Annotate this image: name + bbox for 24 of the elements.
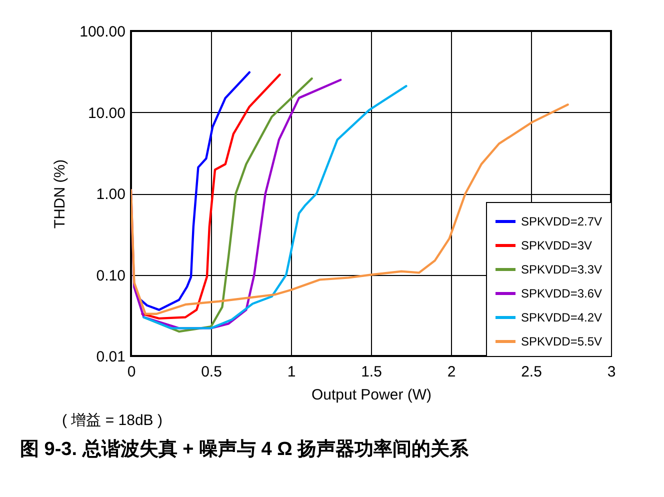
legend-label: SPKVDD=2.7V [521, 214, 602, 228]
y-tick-label: 0.01 [96, 348, 126, 366]
line-series [142, 84, 408, 330]
y-tick-label: 10.00 [88, 104, 126, 122]
y-tick-label: 1.00 [96, 186, 126, 203]
x-axis-title: Output Power (W) [311, 386, 432, 404]
text: ( 增益 = 18dB ) [62, 411, 164, 430]
x-tick-label: 2 [447, 364, 456, 380]
legend-label: SPKVDD=3.3V [521, 262, 602, 276]
legend-label: SPKVDD=4.2V [521, 310, 602, 324]
legend-label: SPKVDD=5.5V [521, 334, 602, 348]
x-tick-label: 2.5 [521, 364, 542, 380]
x-tick-label: 1.5 [361, 364, 382, 380]
legend-label: SPKVDD=3V [521, 238, 592, 252]
line-series [141, 74, 281, 320]
y-tick-label: 0.10 [96, 267, 126, 284]
x-tick-label: 0.5 [201, 364, 222, 380]
x-tick-label: 0 [127, 364, 136, 380]
text: 图 9-3. 总谐波失真 + 噪声与 4 Ω 扬声器功率间的关系 [20, 438, 470, 462]
x-tick-label: 1 [287, 364, 296, 380]
x-tick-label: 3 [607, 364, 616, 380]
y-tick-label: 100.00 [80, 24, 126, 40]
legend-label: SPKVDD=3.6V [521, 286, 602, 300]
y-axis-title: THDN (%) [52, 159, 69, 229]
